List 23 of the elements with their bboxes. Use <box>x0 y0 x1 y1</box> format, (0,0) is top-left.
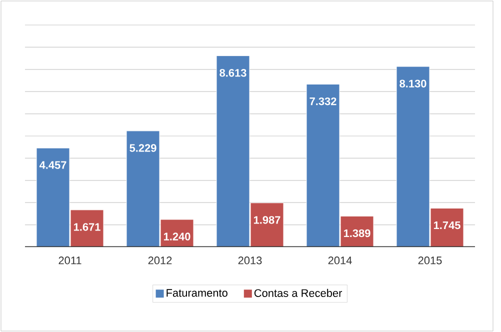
data-label: 4.457 <box>39 161 66 169</box>
bar <box>36 148 70 247</box>
data-label: 8.613 <box>220 69 246 77</box>
x-tick-label: 2015 <box>418 256 442 264</box>
data-label: 1.389 <box>344 229 370 238</box>
data-label: 7.332 <box>310 97 336 106</box>
data-label: 1.671 <box>74 223 100 231</box>
bar <box>396 66 430 247</box>
data-label: 1.987 <box>254 216 280 224</box>
x-tick-label: 2014 <box>328 256 352 264</box>
x-tick-label: 2011 <box>58 256 82 264</box>
bar <box>306 84 340 247</box>
data-label: 1.745 <box>434 221 460 230</box>
x-tick-label: 2013 <box>238 256 262 264</box>
bar <box>126 130 160 247</box>
legend-label: Contas a Receber <box>254 288 342 297</box>
data-label: 5.229 <box>130 144 156 152</box>
data-label: 1.240 <box>164 232 190 240</box>
data-label: 8.130 <box>400 80 426 88</box>
bar <box>250 202 284 247</box>
x-tick-label: 2012 <box>148 256 172 264</box>
bar <box>216 56 250 247</box>
legend-label: Faturamento <box>166 289 228 297</box>
